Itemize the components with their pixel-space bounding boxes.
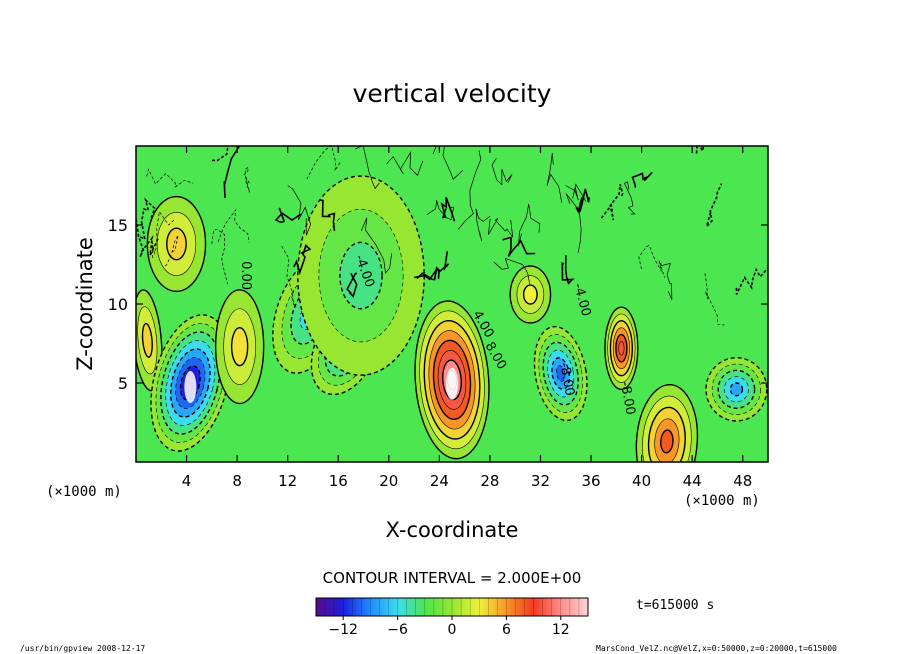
contour-line (355, 146, 380, 190)
contour-line (502, 236, 536, 257)
colorbar-ticks: −12 −6 0 6 12 (324, 598, 580, 638)
x-tick-label: 40 (632, 472, 651, 490)
velocity-peak (446, 367, 458, 400)
contour-line (735, 267, 768, 295)
x-tick-label: 28 (480, 472, 499, 490)
contour-line (638, 244, 665, 278)
velocity-field: 4.008.00-4.00-8.000.00-4.00-8.00 (136, 146, 768, 462)
contour-line (631, 171, 653, 188)
x-unit-left: (×1000 m) (46, 484, 122, 500)
contour-line (546, 153, 563, 203)
contour-line (217, 208, 250, 243)
footer-left: /usr/bin/gpview 2008-12-17 (20, 644, 145, 653)
z-tick-label: 15 (108, 216, 128, 235)
colorbar-tick-label: 6 (502, 622, 511, 638)
contour-label: -8.00 (556, 361, 577, 397)
contour-line (212, 146, 229, 162)
x-tick-label: 20 (379, 472, 398, 490)
x-tick-label: 4 (182, 472, 192, 490)
colorbar: −12 −6 0 6 12 (315, 597, 589, 638)
contour-line (163, 235, 179, 268)
velocity-peak (184, 371, 197, 403)
colorbar-tick-label: −6 (387, 622, 408, 638)
contour-line (346, 272, 358, 298)
contour-line (360, 217, 393, 274)
x-tick-label: 32 (531, 472, 550, 490)
contour-line (414, 251, 450, 281)
contour-line (575, 188, 590, 214)
contour-line (457, 150, 482, 230)
x-axis: 4 8 12 16 20 24 28 32 36 40 44 48 (182, 146, 752, 490)
time-label: t=615000 s (636, 598, 714, 613)
x-axis-label: X-coordinate (386, 518, 519, 542)
velocity-cell (635, 383, 699, 462)
contour-interval-text: CONTOUR INTERVAL = 2.000E+00 (323, 569, 582, 587)
contour-line (426, 200, 455, 221)
contour-label: 0.00 (238, 261, 253, 290)
footer-right: MarsCond_VelZ.nc@VelZ,x=0:50000,z=0:2000… (596, 644, 837, 653)
contour-line (561, 255, 575, 285)
contour-line (704, 273, 725, 326)
y-axis-label: Z-coordinate (73, 237, 97, 371)
velocity-cell (509, 265, 552, 324)
contour-line (293, 244, 312, 276)
contour-line (287, 185, 311, 236)
z-tick-label: 10 (108, 295, 128, 314)
x-tick-label: 44 (683, 472, 702, 490)
x-tick-label: 8 (232, 472, 242, 490)
z-axis: 5 10 15 (108, 216, 768, 393)
contour-line (151, 210, 176, 259)
contour-line (432, 146, 464, 180)
contour-line (565, 183, 587, 202)
velocity-cell (604, 306, 639, 391)
contour-line (440, 197, 456, 222)
contour-line (281, 245, 297, 308)
plot-area: 4.008.00-4.00-8.000.00-4.00-8.00 (135, 145, 769, 463)
contour-line (705, 183, 723, 227)
contour-line (493, 257, 531, 285)
contour-line (136, 218, 160, 258)
contour-line (624, 181, 636, 215)
contour-line (306, 146, 341, 180)
chart-title: vertical velocity (353, 79, 552, 108)
x-tick-label: 24 (430, 472, 449, 490)
contour-line (243, 166, 251, 193)
contour-line (491, 158, 513, 186)
velocity-cell (214, 289, 265, 405)
contour-line (319, 199, 336, 231)
z-tick-label: 5 (118, 374, 128, 393)
colorbar-tick-label: −12 (328, 622, 358, 638)
velocity-cell (414, 300, 490, 460)
velocity-cell (136, 289, 163, 392)
contour-line (274, 207, 302, 223)
velocity-cell (297, 175, 425, 376)
x-tick-label: 48 (733, 472, 752, 490)
contour-line (660, 262, 673, 300)
contour-line (475, 208, 491, 242)
velocity-cell (533, 325, 588, 422)
x-tick-label: 12 (278, 472, 297, 490)
contour-line (386, 150, 424, 177)
x-tick-label: 16 (329, 472, 348, 490)
velocity-cell (705, 357, 768, 422)
contour-line (487, 217, 514, 239)
x-unit-right: (×1000 m) (684, 493, 760, 509)
contour-line (565, 193, 582, 254)
contour-line (140, 197, 156, 241)
colorbar-tick-label: 0 (448, 622, 457, 638)
x-tick-label: 36 (581, 472, 600, 490)
colorbar-tick-label: 12 (552, 622, 570, 638)
contour-label: -8.00 (617, 380, 638, 416)
contour-line (223, 146, 241, 199)
